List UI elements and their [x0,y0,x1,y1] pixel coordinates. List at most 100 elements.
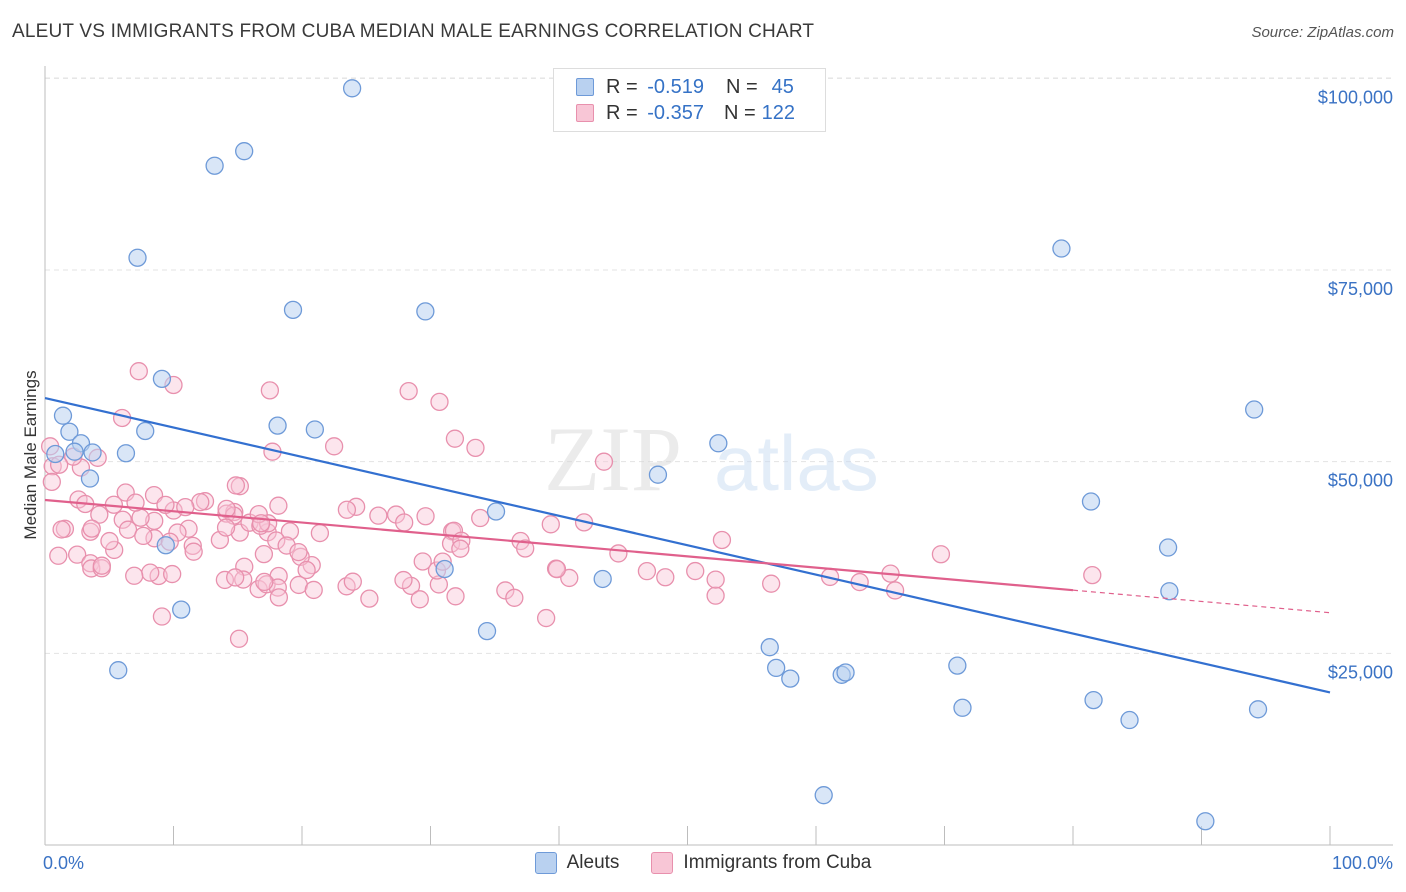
cuba-point [179,519,198,538]
aleuts-swatch [576,78,594,96]
cuba-point [706,570,725,589]
cuba-point [229,629,249,648]
watermark-zip: ZIP [544,408,682,510]
aleut-point [709,434,728,453]
cuba-point [706,586,725,605]
cuba-point [1083,565,1102,585]
aleut-point [205,156,224,175]
aleut-point [648,465,668,484]
aleut-point [1052,239,1071,258]
cuba-point [68,545,87,564]
cuba-point [712,530,732,550]
cuba-point [129,362,148,381]
cuba-point [92,556,112,575]
aleut-point [235,142,254,161]
watermark-atlas: atlas [714,419,879,507]
cuba-point [131,508,150,527]
aleut-point [128,248,147,267]
aleuts-legend-swatch [534,852,557,874]
cuba-point [337,500,357,519]
cuba-point [184,542,203,561]
x-tick-min: 0.0% [43,853,84,873]
cuba-point [430,392,449,412]
cuba-point [134,526,153,546]
aleut-point [136,421,155,441]
stats-row-cuba: R = -0.357 N = 122 [576,100,795,126]
aleut-point [477,621,497,641]
cuba-point [152,607,172,626]
cuba-point [226,568,245,587]
cuba-point [394,570,413,590]
cuba-point [82,559,101,578]
cuba-point [118,520,138,539]
axes [44,66,1393,846]
cuba-point [163,564,182,584]
cuba-point [761,574,781,593]
legend-label-cuba: Immigrants from Cuba [683,852,872,873]
cuba-point [451,539,470,558]
legend-item-aleuts[interactable]: Aleuts [534,852,620,874]
legend-label-aleuts: Aleuts [566,852,620,873]
aleut-point [53,406,73,425]
cuba-point [541,515,560,534]
aleut-point [593,569,612,589]
aleut-point [1120,710,1139,730]
cuba-point [105,540,124,560]
x-tick-max: 100.0% [1332,853,1393,873]
cuba-point [466,438,485,458]
tick-labels: $25,000 $50,000 $75,000 $100,000 [1318,87,1393,682]
y-axis-label: Median Male Earnings [21,370,40,539]
cuba-point [113,510,132,529]
n-value: 122 [761,101,796,124]
aleut-point [305,420,325,439]
cuba-point [125,566,144,585]
n-label: N = [725,75,758,98]
cuba-trend-line [44,498,1074,592]
aleut-point [836,663,855,682]
chart-title: ALEUT VS IMMIGRANTS FROM CUBA MEDIAN MAL… [12,21,815,42]
legend-item-cuba[interactable]: Immigrants from Cuba [651,852,871,874]
cuba-point [360,589,379,608]
cuba-point [81,554,100,573]
cuba-point [446,587,465,606]
stats-row-aleuts: R = -0.519 N = 45 [576,74,794,100]
aleut-point [781,669,800,688]
cuba-point [269,496,288,515]
aleut-point [760,638,779,657]
aleut-point [60,422,79,441]
trend-lines [44,396,1331,694]
cuba-point [445,429,465,448]
aleut-point [416,302,435,321]
cuba-trend-extension [1072,589,1331,614]
cuba-point [537,608,556,628]
cuba-point [260,381,280,400]
cuba-point [52,520,71,539]
aleut-point [268,416,287,435]
cuba-point [168,523,187,542]
cuba-point [850,572,869,592]
aleut-point [814,786,833,805]
cuba-point [217,504,236,523]
aleut-point [342,79,362,98]
series-legend: Aleuts Immigrants from Cuba [0,852,1406,874]
aleut-point [1245,400,1264,419]
cuba-point [471,508,490,528]
aleut-point [953,698,972,717]
cuba-point [304,580,323,600]
cuba-point [410,590,429,609]
aleut-point [172,600,191,619]
cuba-point [90,505,109,524]
aleut-point [156,536,175,555]
cuba-point [289,542,308,562]
cuba-point [280,522,300,541]
aleut-point [46,444,65,464]
cuba-swatch [576,104,594,122]
cuba-point [637,561,657,581]
aleut-point [1158,538,1178,557]
aleut-point [109,661,128,680]
source-label: Source: ZipAtlas.com [1251,24,1394,41]
cuba-point [369,506,388,525]
stats-legend: R = -0.519 N = 45 R = -0.357 N = 122 [553,68,826,132]
aleut-point [65,442,84,461]
cuba-point [49,546,68,565]
